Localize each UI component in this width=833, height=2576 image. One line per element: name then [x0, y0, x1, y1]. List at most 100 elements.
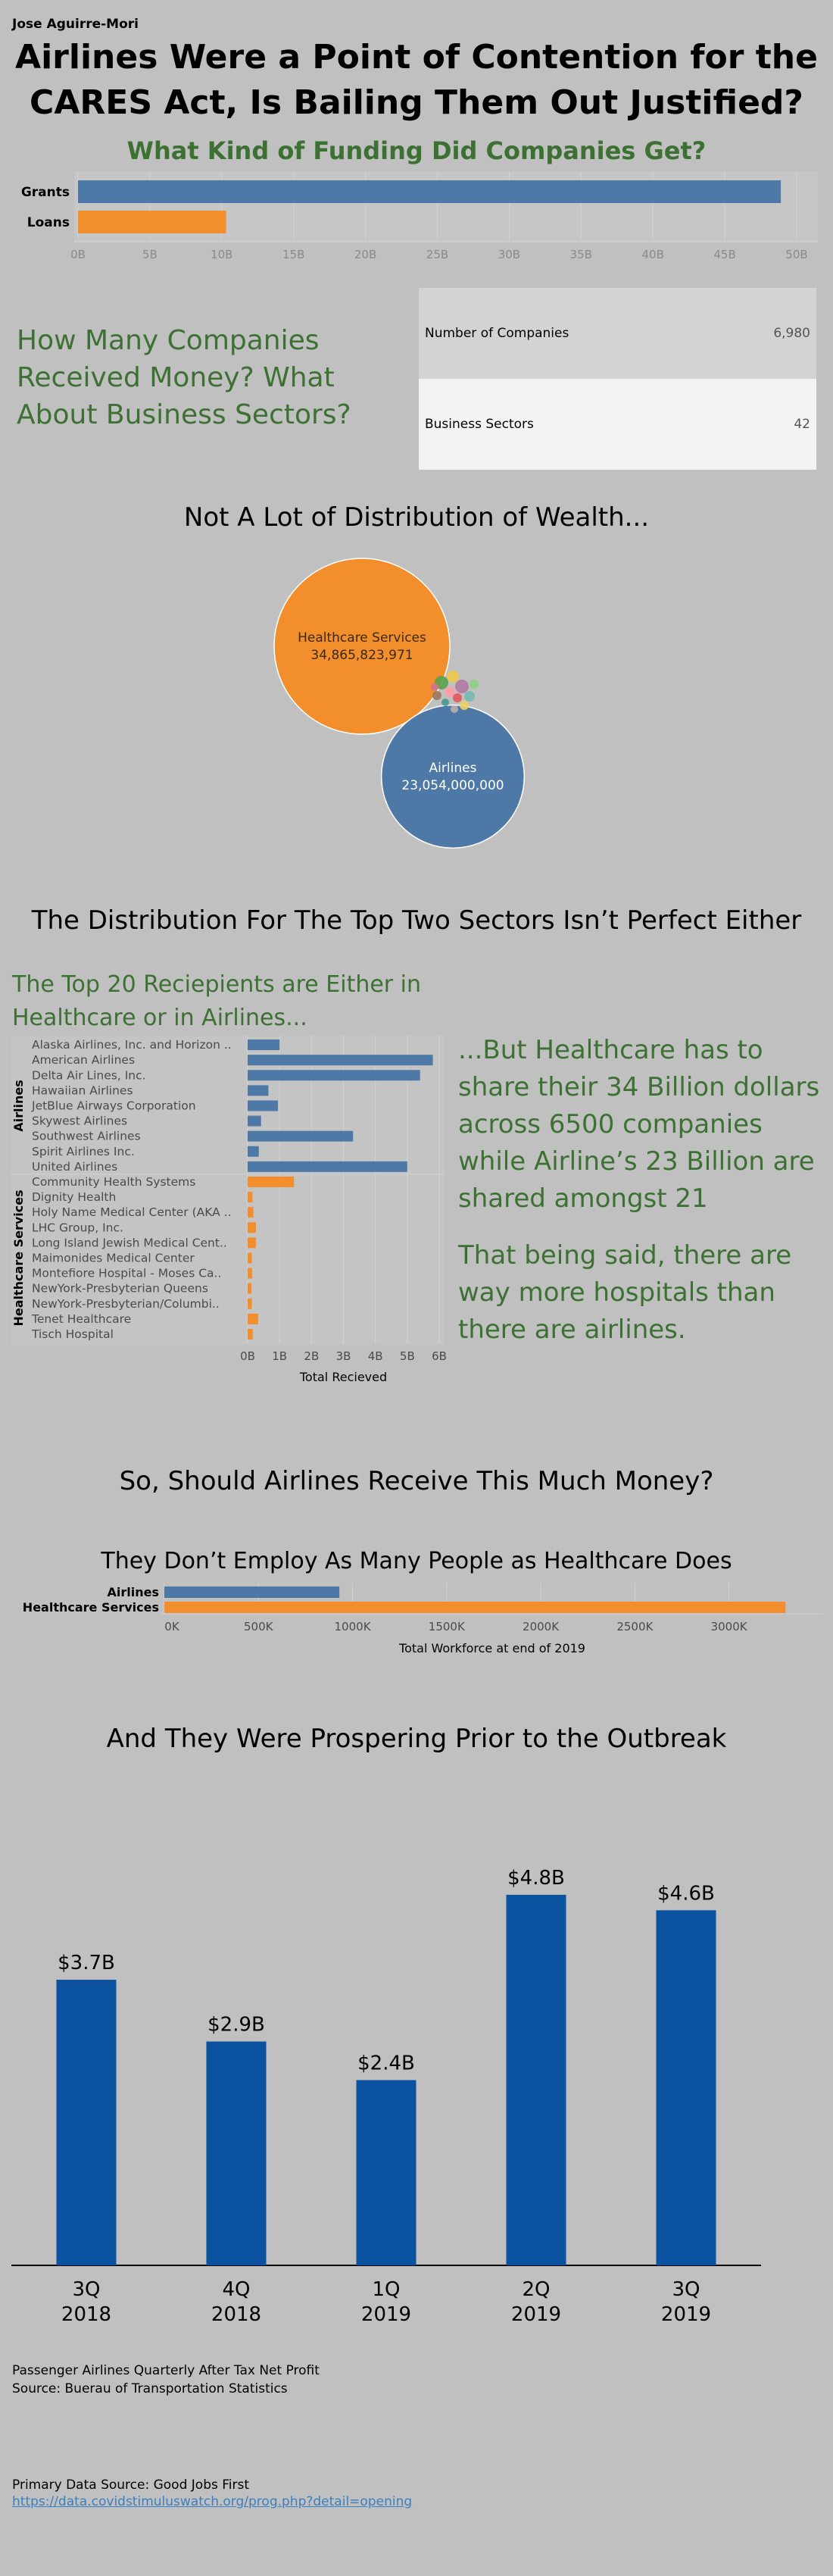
workforce-tick-label: 500K [244, 1620, 274, 1633]
funding-tick-label: 50B [785, 248, 807, 261]
recipient-label: Montefiore Hospital - Moses Ca.. [32, 1267, 221, 1280]
recipient-bar [248, 1146, 259, 1157]
distribution-title: Not A Lot of Distribution of Wealth... [183, 502, 650, 533]
page-title-line-2: CARES Act, Is Bailing Them Out Justified… [30, 83, 803, 122]
kpi-companies-label: Number of Companies [425, 326, 569, 341]
recipient-label: Maimonides Medical Center [32, 1251, 195, 1265]
recipient-label: Hawaiian Airlines [32, 1083, 133, 1097]
profit-quarter-label: 3Q [672, 2278, 700, 2301]
data-source-link[interactable]: https://data.covidstimuluswatch.org/prog… [12, 2494, 413, 2509]
profit-value-label: $4.8B [507, 1867, 565, 1890]
recipient-label: Tenet Healthcare [31, 1312, 131, 1326]
workforce-chart: 0K 500K 1000K 1500K 2000K 2500K 3000K AirlinesH… [23, 1583, 822, 1655]
workforce-bar-healthcare-services [164, 1602, 786, 1613]
recipient-label: Dignity Health [32, 1190, 116, 1204]
workforce-tick-label: 0K [164, 1620, 180, 1633]
recipient-bar [248, 1222, 256, 1233]
commentary-1: ...But Healthcare has to share their 34 … [458, 1035, 820, 1214]
minor-sector-bubble [460, 701, 469, 710]
bubble-healthcare-services [273, 558, 451, 735]
recipients-tick-label: 3B [336, 1349, 351, 1363]
workforce-title: They Don’t Employ As Many People as Heal… [101, 1548, 732, 1574]
kpi-sectors: Business Sectors 42 [419, 379, 816, 470]
profit-value-label: $2.9B [207, 2014, 265, 2037]
recipients-tick-label: 2B [304, 1349, 319, 1363]
funding-tick-label: 30B [498, 248, 520, 261]
workforce-category-label: Healthcare Services [23, 1600, 159, 1615]
profit-bar-3q-2018 [56, 1980, 117, 2265]
workforce-bar-airlines [164, 1587, 340, 1598]
recipients-plot-area [11, 1036, 445, 1345]
recipient-bar [248, 1115, 261, 1127]
recipient-label: Delta Air Lines, Inc. [32, 1068, 146, 1082]
recipients-tick-label: 0B [240, 1349, 255, 1363]
recipient-label: Alaska Airlines, Inc. and Horizon .. [32, 1038, 232, 1052]
recipient-label: Skywest Airlines [32, 1114, 127, 1128]
recipient-bar [248, 1283, 252, 1294]
recipient-bar [248, 1298, 252, 1309]
profit-bar-2q-2019 [506, 1894, 566, 2265]
recipient-bar [248, 1100, 279, 1111]
kpi-companies: Number of Companies 6,980 [419, 288, 816, 379]
recipient-bar [248, 1237, 256, 1249]
funding-title: What Kind of Funding Did Companies Get? [126, 136, 707, 165]
recipients-tick-label: 1B [272, 1349, 287, 1363]
profit-year-label: 2018 [61, 2303, 111, 2326]
workforce-x-axis-title: Total Workforce at end of 2019 [398, 1641, 585, 1655]
minor-sector-bubble [447, 671, 459, 683]
kpi-sectors-value: 42 [794, 417, 810, 432]
recipient-label: Spirit Airlines Inc. [32, 1145, 135, 1158]
recipients-tick-label: 6B [432, 1349, 447, 1363]
recipients-chart: 0B 1B 2B 3B 4B 5B 6B Total Recieved Alaska Airli… [11, 1036, 447, 1384]
top-two-subtitle: The Top 20 Reciepients are Either in Hea… [12, 971, 422, 1031]
recipient-label: JetBlue Airways Corporation [31, 1099, 196, 1112]
recipient-label: Tisch Hospital [31, 1327, 114, 1341]
bubble-airlines [380, 704, 526, 849]
funding-category-label: Loans [27, 215, 70, 230]
counts-question: How Many Companies Received Money? What … [17, 325, 351, 430]
funding-bar-grants [78, 180, 782, 203]
workforce-tick-label: 1500K [429, 1620, 466, 1633]
profit-quarter-label: 2Q [522, 2278, 550, 2301]
profit-bar-4q-2018 [206, 2041, 267, 2265]
bubble-label: Airlines [429, 761, 477, 776]
profit-bar-3q-2019 [656, 1910, 716, 2265]
profit-quarter-label: 1Q [372, 2278, 400, 2301]
funding-category-label: Grants [21, 185, 70, 200]
minor-sector-bubble [431, 683, 438, 691]
page-title-line-1: Airlines Were a Point of Contention for … [15, 38, 818, 77]
top-two-title: The Distribution For The Top Two Sectors… [31, 905, 802, 936]
recipient-label: NewYork-Presbyterian/Columbi.. [32, 1297, 220, 1311]
bubble-value: 23,054,000,000 [401, 778, 504, 793]
minor-sector-bubble [455, 680, 469, 693]
primary-source: Primary Data Source: Good Jobs First [12, 2478, 250, 2493]
recipient-bar [248, 1328, 253, 1340]
recipients-x-axis-title: Total Recieved [299, 1370, 387, 1384]
recipient-label: Community Health Systems [32, 1175, 195, 1189]
funding-bar-loans [78, 211, 226, 233]
recipient-label: American Airlines [32, 1053, 135, 1067]
funding-tick-label: 15B [282, 248, 304, 261]
profit-year-label: 2019 [661, 2303, 711, 2326]
question-2: So, Should Airlines Receive This Much Mo… [119, 1466, 714, 1496]
funding-tick-label: 45B [713, 248, 735, 261]
bubble-label: Healthcare Services [298, 630, 426, 646]
recipient-label: Southwest Airlines [32, 1130, 141, 1143]
recipients-group-label: Healthcare Services [11, 1190, 26, 1326]
recipients-tick-label: 4B [368, 1349, 383, 1363]
profit-value-label: $2.4B [357, 2052, 415, 2074]
profit-value-label: $3.7B [58, 1952, 115, 1974]
profit-quarter-label: 4Q [222, 2278, 250, 2301]
recipient-label: Long Island Jewish Medical Cent.. [32, 1236, 227, 1249]
workforce-tick-label: 2000K [523, 1620, 560, 1633]
recipient-label: United Airlines [32, 1160, 117, 1174]
funding-tick-label: 5B [142, 248, 158, 261]
page-title: Airlines Were a Point of Contention for … [0, 35, 833, 126]
recipients-tick-label: 5B [400, 1349, 415, 1363]
minor-sector-bubble [470, 680, 479, 689]
workforce-tick-label: 3000K [711, 1620, 748, 1633]
profits-title: And They Were Prospering Prior to the Ou… [106, 1724, 727, 1754]
minor-sector-bubble [451, 705, 458, 713]
recipient-label: Holy Name Medical Center (AKA .. [32, 1205, 232, 1219]
minor-sector-bubble [464, 691, 475, 702]
